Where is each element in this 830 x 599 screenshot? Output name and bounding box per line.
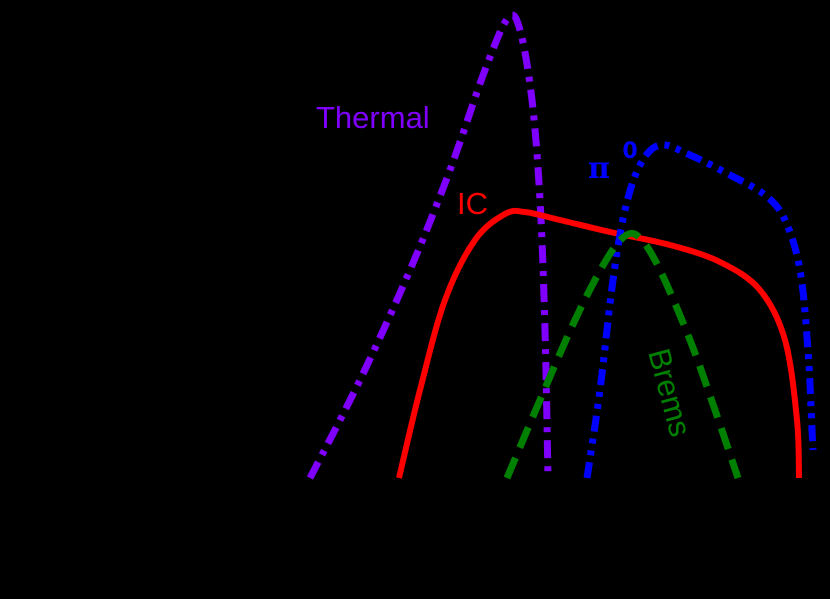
curves-group: [306, 11, 817, 480]
label-thermal: Thermal: [316, 100, 430, 135]
curve-pi0: [583, 141, 817, 479]
curve-thermal: [306, 11, 552, 480]
label-pi0-symbol: π: [588, 151, 610, 186]
label-ic: IC: [457, 186, 488, 221]
curve-ic: [396, 207, 802, 479]
curve-brems: [503, 229, 742, 480]
label-pi0-superscript: 0: [622, 139, 637, 164]
label-pi0: π 0: [588, 139, 638, 186]
